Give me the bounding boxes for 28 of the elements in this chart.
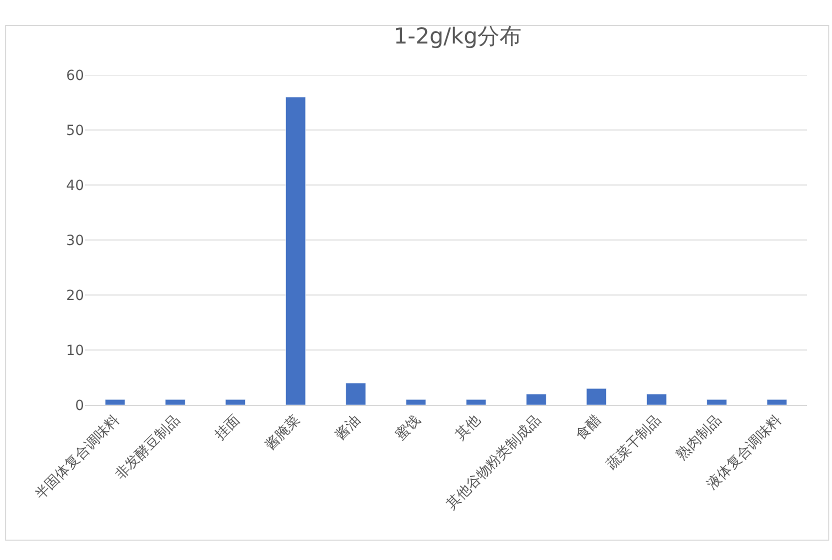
x-tick-label: 挂面 bbox=[212, 412, 244, 444]
bar bbox=[646, 394, 667, 405]
bar bbox=[285, 96, 306, 405]
bar bbox=[766, 399, 788, 405]
x-tick-label: 蜜饯 bbox=[392, 412, 424, 444]
x-tick-label: 酱腌菜 bbox=[262, 412, 304, 454]
y-tick-label: 50 bbox=[66, 122, 84, 139]
y-tick-label: 20 bbox=[66, 288, 84, 304]
y-tick-label: 40 bbox=[66, 178, 84, 194]
bar bbox=[526, 394, 546, 405]
bar bbox=[706, 399, 727, 405]
x-tick-label: 熟肉制品 bbox=[674, 412, 725, 464]
x-tick-label: 其他 bbox=[452, 412, 484, 444]
chart-title: 1-2g/kg分布 bbox=[394, 24, 522, 50]
y-tick-label: 30 bbox=[66, 232, 84, 249]
y-tick-label: 0 bbox=[75, 398, 84, 414]
bar bbox=[104, 399, 126, 405]
y-tick-label: 60 bbox=[66, 68, 84, 84]
bar bbox=[406, 399, 426, 405]
x-tick-label: 酱油 bbox=[332, 412, 364, 444]
bar bbox=[586, 388, 607, 405]
x-tick-label: 食醋 bbox=[573, 412, 604, 444]
bar bbox=[346, 382, 366, 405]
y-tick-label: 10 bbox=[66, 342, 84, 359]
bar bbox=[165, 399, 186, 405]
x-tick-label: 蔬菜干制品 bbox=[604, 412, 664, 474]
bar bbox=[466, 399, 486, 405]
bar bbox=[225, 399, 246, 405]
